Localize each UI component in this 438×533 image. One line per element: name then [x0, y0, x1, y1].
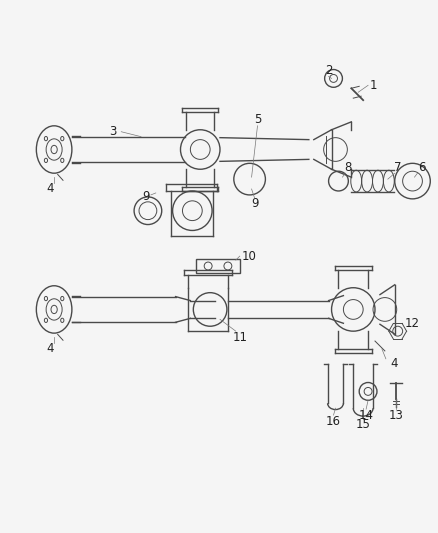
Text: 11: 11 [232, 330, 247, 344]
Text: 10: 10 [242, 249, 257, 263]
Text: 14: 14 [359, 409, 374, 422]
Text: 12: 12 [405, 317, 420, 330]
Text: 4: 4 [390, 357, 398, 370]
Text: 3: 3 [110, 125, 117, 138]
Text: 16: 16 [326, 415, 341, 427]
Text: 1: 1 [369, 79, 377, 92]
Text: 2: 2 [325, 64, 332, 77]
Text: 15: 15 [356, 418, 371, 432]
Text: 9: 9 [142, 190, 150, 204]
Text: 9: 9 [251, 197, 258, 211]
Text: 7: 7 [394, 161, 402, 174]
Text: 6: 6 [418, 161, 425, 174]
Text: 5: 5 [254, 114, 261, 126]
Text: 8: 8 [345, 161, 352, 174]
Text: 4: 4 [46, 342, 54, 356]
Text: 13: 13 [389, 409, 403, 422]
Text: 4: 4 [46, 182, 54, 196]
